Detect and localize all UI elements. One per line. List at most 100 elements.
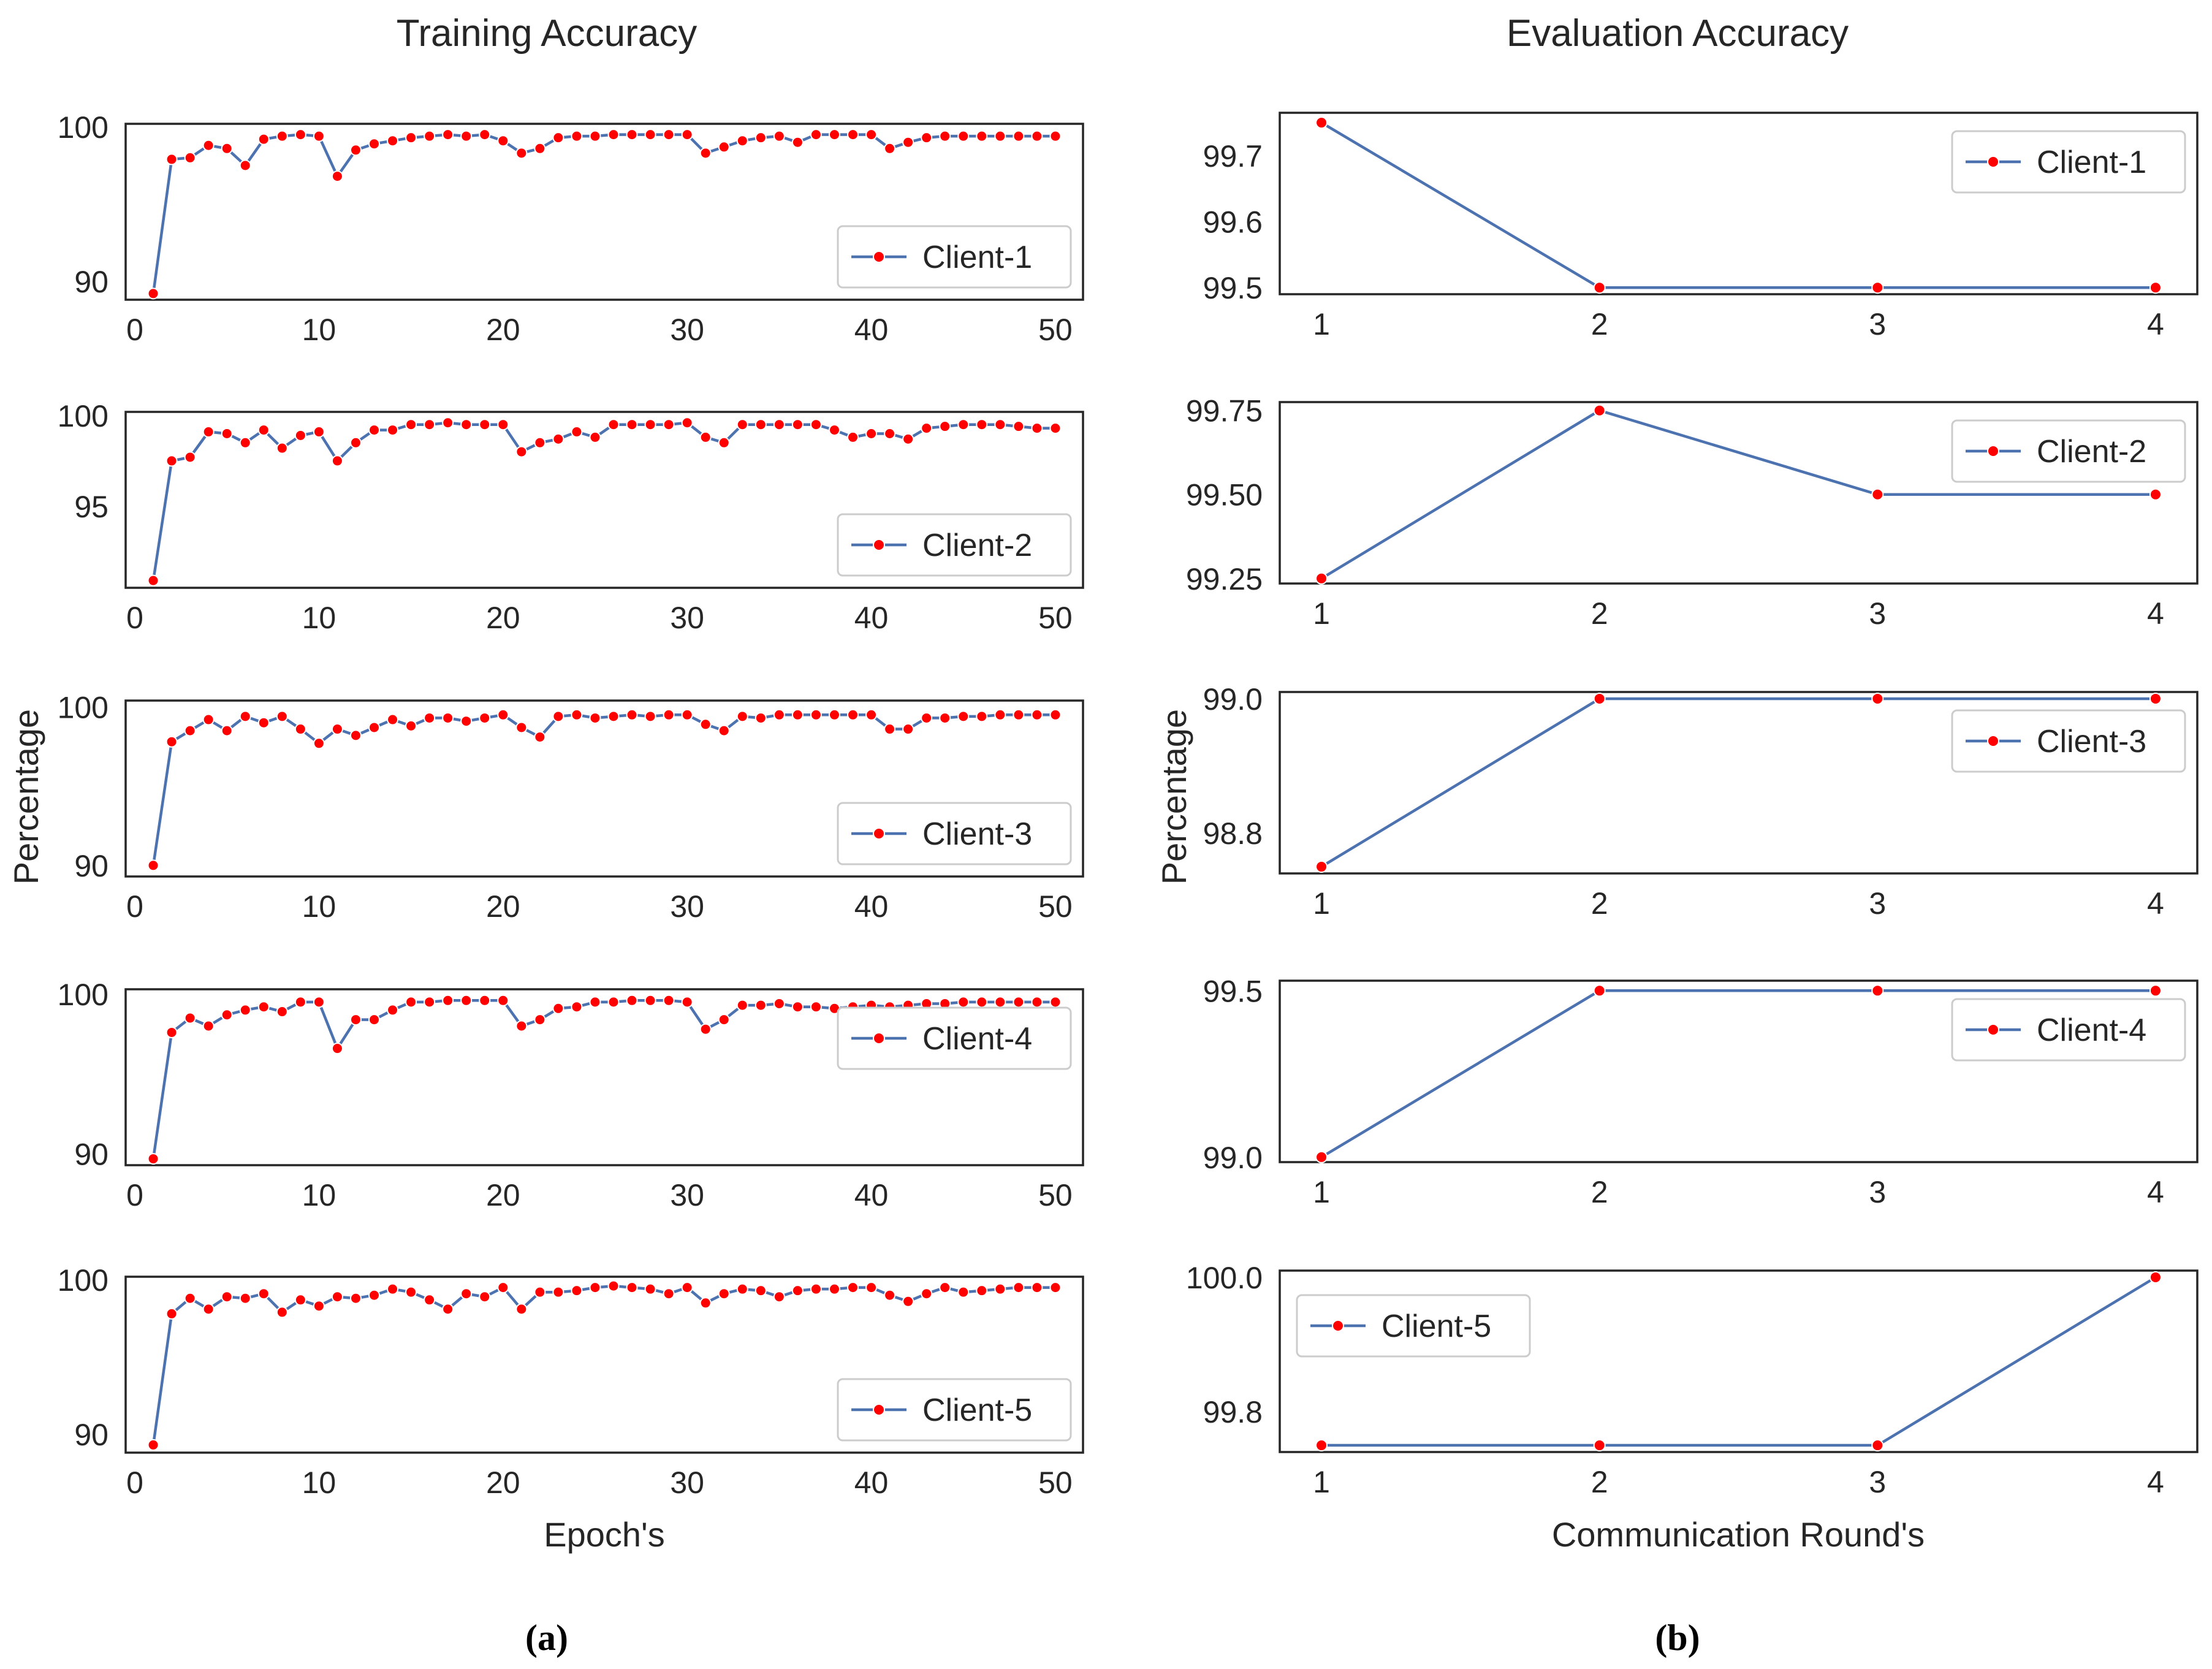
- data-point: [552, 710, 564, 723]
- data-point: [1593, 1439, 1606, 1452]
- data-point: [1315, 116, 1328, 129]
- data-point: [239, 159, 251, 172]
- data-point: [202, 1303, 215, 1315]
- x-tick-label: 30: [670, 601, 704, 635]
- x-tick-label: 50: [1038, 601, 1073, 635]
- legend: Client-1: [1951, 130, 2186, 194]
- x-tick-label: 50: [1038, 889, 1073, 924]
- data-point: [571, 709, 583, 721]
- data-point: [736, 135, 748, 147]
- data-point: [1315, 861, 1328, 873]
- legend: Client-5: [837, 1378, 1072, 1442]
- data-point: [939, 712, 951, 724]
- legend-label: Client-3: [922, 816, 1032, 852]
- x-tick-label: 10: [302, 601, 336, 635]
- x-tick-label: 10: [302, 1178, 336, 1212]
- data-point: [699, 147, 712, 159]
- data-point: [884, 142, 896, 154]
- y-tick-label: 99.6: [1203, 205, 1263, 240]
- a-subplot-client-2: 0 10 20 30 40 50 95 100 Client-2: [58, 399, 1084, 635]
- data-point: [387, 1004, 399, 1016]
- data-point: [902, 723, 914, 736]
- legend: Client-4: [837, 1006, 1072, 1070]
- y-tick-label: 100: [58, 1263, 108, 1298]
- data-point: [718, 724, 730, 737]
- data-point: [681, 129, 693, 141]
- data-point: [257, 717, 270, 729]
- x-tick-label: 20: [486, 889, 520, 924]
- data-point: [515, 1020, 528, 1032]
- b-xlabel: Communication Round's: [1552, 1515, 1925, 1554]
- data-point: [773, 709, 785, 721]
- y-tick-label: 90: [74, 1138, 108, 1172]
- x-tick-label: 0: [126, 1466, 143, 1500]
- x-tick-label: 1: [1313, 886, 1330, 921]
- y-tick-label: 100.0: [1186, 1261, 1263, 1295]
- legend-label: Client-1: [922, 240, 1032, 275]
- y-tick-label: 95: [74, 490, 108, 524]
- data-point: [681, 709, 693, 721]
- data-point: [847, 431, 859, 443]
- data-point: [884, 428, 896, 440]
- data-point: [939, 1282, 951, 1294]
- x-tick-label: 3: [1869, 1465, 1886, 1499]
- data-point: [387, 424, 399, 436]
- data-point: [607, 1280, 620, 1292]
- y-tick-label: 99.75: [1186, 394, 1263, 428]
- series-line-client-5: [1321, 1276, 2157, 1447]
- legend-label: Client-2: [922, 528, 1032, 563]
- series-line-client-4: [1320, 989, 2156, 1158]
- data-point: [791, 1001, 804, 1013]
- data-point: [902, 1295, 914, 1307]
- data-point: [387, 135, 399, 147]
- data-point: [736, 419, 748, 431]
- data-point: [184, 151, 196, 164]
- x-tick-label: 30: [670, 1466, 704, 1500]
- data-point: [1871, 281, 1884, 294]
- data-point: [276, 130, 288, 142]
- data-point: [147, 859, 159, 872]
- data-point: [976, 130, 988, 142]
- a-subplot-client-1: 0 10 20 30 40 50 90 100 Client-1: [58, 110, 1084, 347]
- data-point: [902, 136, 914, 148]
- data-point: [994, 419, 1006, 431]
- x-tick-label: 1: [1313, 307, 1330, 341]
- data-point: [165, 1307, 178, 1320]
- data-point: [663, 994, 675, 1006]
- data-point: [699, 1297, 712, 1309]
- data-point: [847, 129, 859, 141]
- legend: Client-5: [1296, 1294, 1531, 1358]
- data-point: [147, 1153, 159, 1165]
- data-point: [202, 426, 215, 438]
- a-subplot-client-4: 0 10 20 30 40 50 90 100 Client-4: [58, 978, 1084, 1212]
- data-point: [460, 715, 473, 728]
- data-point: [424, 1294, 436, 1306]
- x-tick-label: 0: [126, 889, 143, 924]
- x-tick-label: 4: [2147, 886, 2164, 921]
- data-point: [736, 999, 748, 1011]
- data-point: [957, 996, 970, 1008]
- data-point: [221, 724, 233, 737]
- data-point: [239, 1004, 251, 1016]
- data-point: [405, 996, 417, 1008]
- data-point: [828, 424, 840, 436]
- data-point: [331, 1291, 343, 1303]
- legend-label: Client-5: [922, 1393, 1032, 1428]
- a-xlabel: Epoch's: [544, 1515, 664, 1554]
- data-point: [184, 1292, 196, 1304]
- data-point: [276, 442, 288, 454]
- legend-marker-swatch: [873, 827, 885, 840]
- legend-box: [837, 513, 1072, 577]
- data-point: [1031, 996, 1043, 1008]
- y-tick-label: 99.50: [1186, 478, 1263, 512]
- data-point: [424, 996, 436, 1008]
- data-point: [221, 1291, 233, 1303]
- data-point: [626, 419, 638, 431]
- data-point: [442, 417, 454, 429]
- x-tick-label: 30: [670, 313, 704, 347]
- data-point: [515, 1303, 528, 1315]
- data-point: [791, 419, 804, 431]
- data-point: [663, 1288, 675, 1300]
- legend-marker-swatch: [1332, 1320, 1344, 1332]
- data-point: [1593, 404, 1606, 417]
